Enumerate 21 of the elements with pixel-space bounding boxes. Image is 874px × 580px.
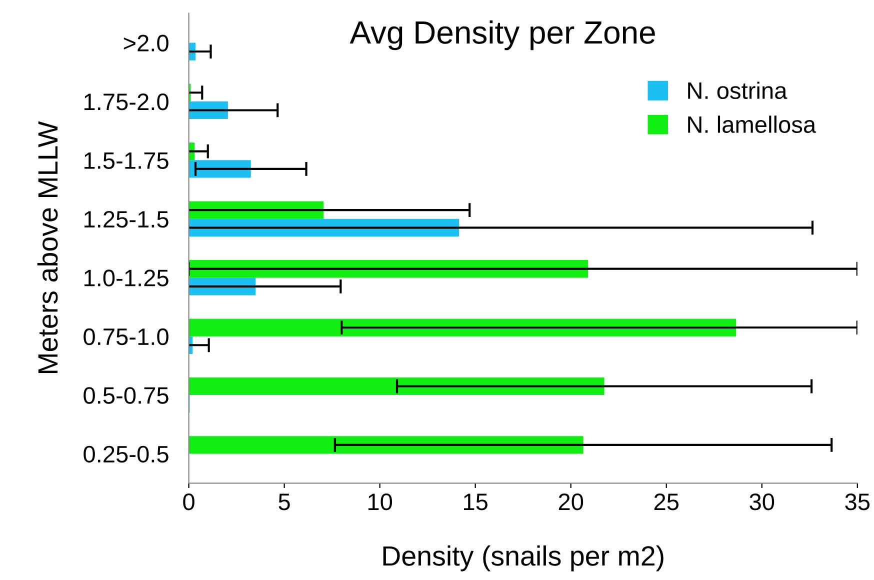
chart-title: Avg Density per Zone [350,20,655,50]
y-tick-label: 1.5-1.75 [84,152,168,169]
y-axis-title: Meters above MLLW [37,121,58,374]
y-tick-label: 1.75-2.0 [84,93,168,110]
legend-label: N. lamellosa [688,116,816,133]
y-tick-label: 1.0-1.25 [84,270,168,286]
legend-label: N. ostrina [688,82,788,100]
y-tick-label: 0.5-0.75 [84,387,168,404]
x-tick-label: 20 [558,493,584,510]
x-tick-label: 10 [368,493,392,510]
y-tick-label: 0.75-1.0 [84,328,168,346]
x-tick-label: 0 [183,493,194,510]
y-tick-label: >2.0 [124,34,168,52]
x-tick-label: 30 [750,493,774,510]
x-tick-label: 5 [278,494,290,510]
x-tick-label: 35 [845,493,870,510]
x-axis-title: Density (snails per m2) [383,545,664,572]
y-tick-label: 0.25-0.5 [84,446,168,463]
y-tick-label: 1.25-1.5 [84,210,168,228]
x-tick-label: 15 [464,494,488,510]
x-tick-label: 25 [654,493,679,510]
